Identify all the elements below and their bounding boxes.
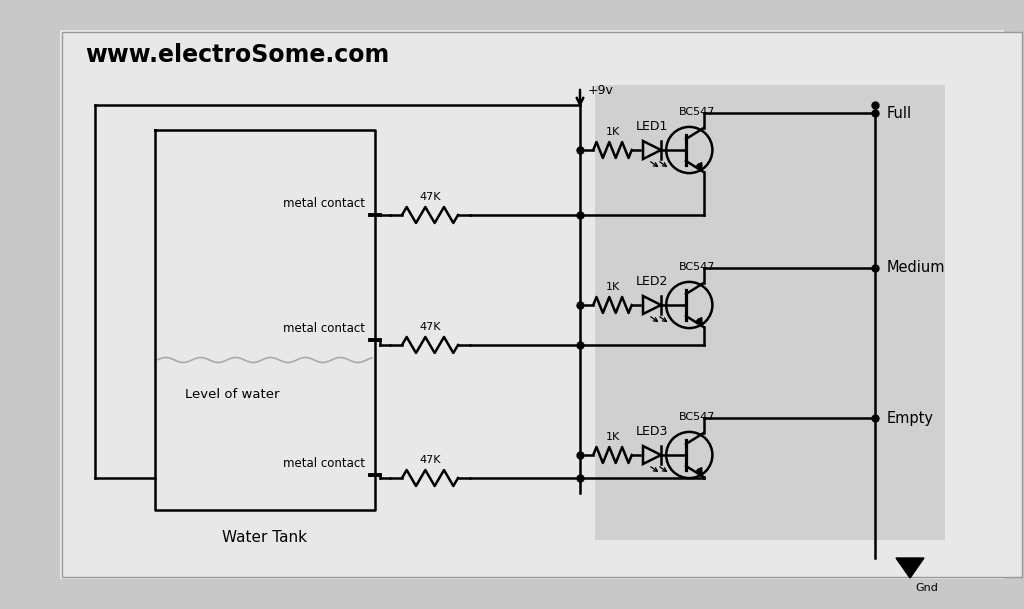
Text: metal contact: metal contact — [283, 197, 365, 210]
Text: BC547: BC547 — [679, 412, 715, 422]
Text: 1K: 1K — [605, 127, 620, 137]
Text: 1K: 1K — [605, 282, 620, 292]
Polygon shape — [896, 558, 924, 578]
Text: 47K: 47K — [419, 455, 440, 465]
Bar — [595, 85, 945, 540]
Text: metal contact: metal contact — [283, 322, 365, 335]
Text: LED2: LED2 — [636, 275, 669, 288]
Text: Water Tank: Water Tank — [222, 530, 307, 546]
Text: +9v: +9v — [588, 83, 613, 96]
Text: Empty: Empty — [887, 410, 934, 426]
Text: LED3: LED3 — [636, 425, 669, 438]
Bar — [62, 32, 1022, 577]
FancyArrow shape — [695, 468, 701, 474]
Text: Medium: Medium — [887, 261, 945, 275]
Text: www.electroSome.com: www.electroSome.com — [85, 43, 389, 67]
Text: 1K: 1K — [605, 432, 620, 442]
Text: LED1: LED1 — [636, 120, 669, 133]
FancyArrow shape — [695, 163, 701, 170]
Text: 47K: 47K — [419, 192, 440, 202]
Text: BC547: BC547 — [679, 262, 715, 272]
Text: Full: Full — [887, 105, 912, 121]
Text: 47K: 47K — [419, 322, 440, 332]
Text: Level of water: Level of water — [185, 389, 280, 401]
FancyArrow shape — [695, 317, 701, 325]
Text: BC547: BC547 — [679, 107, 715, 117]
Text: Gnd: Gnd — [915, 583, 938, 593]
Text: metal contact: metal contact — [283, 457, 365, 470]
